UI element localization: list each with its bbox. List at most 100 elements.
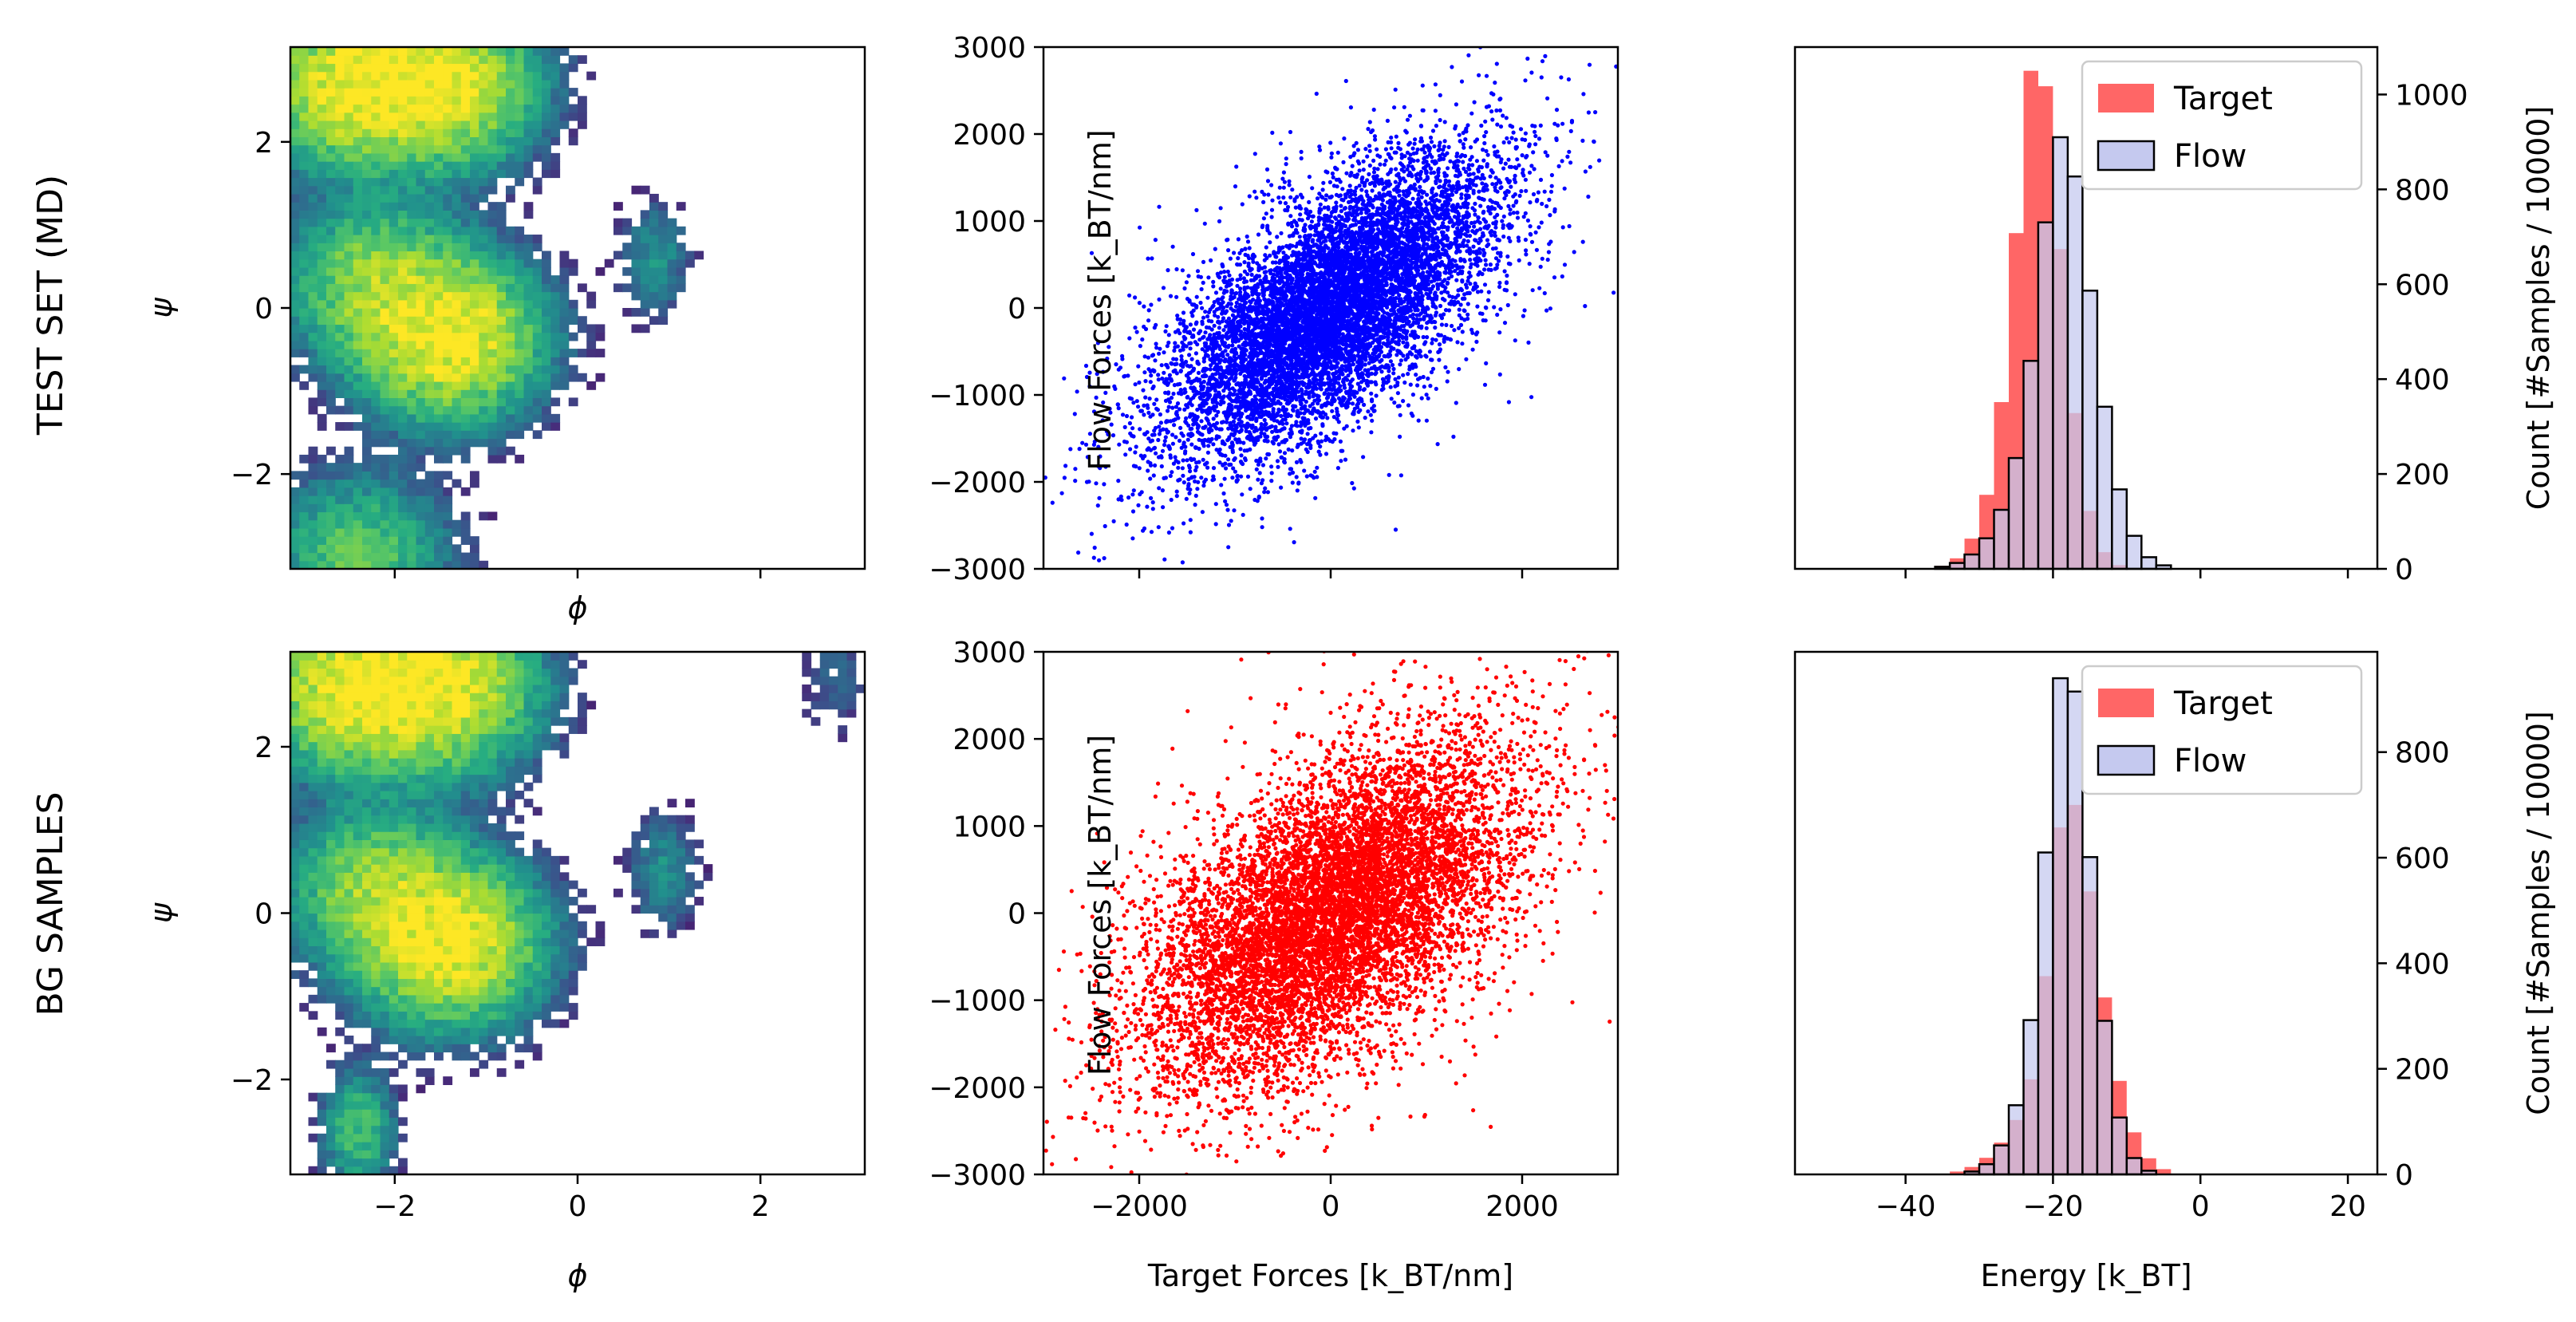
scatter-point	[1413, 353, 1418, 359]
scatter-point	[1288, 413, 1293, 418]
heatmap-cell	[407, 446, 417, 456]
heatmap-cell	[470, 479, 479, 488]
heatmap-cell	[479, 275, 489, 284]
scatter-point	[1395, 353, 1399, 357]
heatmap-cell	[542, 169, 551, 179]
scatter-point	[1513, 192, 1517, 197]
heatmap-cell	[496, 422, 507, 431]
heatmap-cell	[487, 373, 498, 382]
heatmap-cell	[515, 161, 525, 170]
heatmap-cell	[398, 536, 408, 545]
heatmap-cell	[362, 560, 372, 570]
heatmap-cell	[479, 144, 489, 154]
scatter-point	[1197, 337, 1202, 342]
heatmap-cell	[460, 193, 471, 203]
heatmap-cell	[424, 430, 435, 440]
heatmap-cell	[496, 63, 507, 73]
heatmap-cell	[434, 397, 444, 407]
heatmap-cell	[496, 128, 507, 138]
heatmap-cell	[353, 71, 363, 81]
heatmap-cell	[496, 243, 507, 252]
heatmap-cell	[389, 291, 399, 301]
heatmap-cell	[496, 413, 507, 423]
heatmap-cell	[542, 413, 551, 423]
heatmap-cell	[523, 413, 534, 423]
heatmap-cell	[317, 63, 327, 73]
heatmap-cell	[344, 471, 354, 480]
x-axis-label: ϕ	[567, 590, 587, 625]
heatmap-cell	[515, 291, 525, 301]
scatter-point	[1480, 172, 1485, 177]
heatmap-cell	[470, 365, 479, 374]
heatmap-cell	[389, 381, 399, 390]
heatmap-cell	[335, 552, 345, 562]
heatmap-cell	[479, 430, 489, 440]
heatmap-cell	[578, 104, 587, 113]
heatmap-cell	[344, 552, 354, 562]
heatmap-cell	[308, 519, 318, 529]
heatmap-cell	[380, 128, 390, 138]
heatmap-cell	[658, 316, 669, 326]
heatmap-cell	[380, 381, 390, 390]
heatmap-cell	[532, 405, 542, 415]
heatmap-cell	[559, 357, 570, 366]
heatmap-cell	[622, 251, 633, 260]
heatmap-cell	[515, 316, 525, 326]
heatmap-cell	[487, 79, 498, 89]
heatmap-cell	[559, 88, 570, 97]
heatmap-cell	[479, 88, 489, 97]
heatmap-cell	[470, 88, 479, 97]
heatmap-cell	[523, 258, 534, 268]
heatmap-cell	[326, 144, 336, 154]
scatter-point	[1161, 505, 1166, 510]
heatmap-cell	[362, 136, 372, 146]
heatmap-cell	[407, 365, 417, 374]
heatmap-cell	[389, 495, 399, 504]
heatmap-cell	[290, 63, 300, 73]
heatmap-cell	[362, 193, 372, 203]
scatter-point	[1457, 367, 1462, 372]
heatmap-cell	[460, 226, 471, 235]
heatmap-cell	[460, 299, 471, 309]
heatmap-cell	[550, 55, 561, 65]
heatmap-cell	[335, 47, 345, 56]
heatmap-cell	[487, 120, 498, 129]
scatter-point	[1528, 224, 1533, 229]
scatter-point	[1311, 214, 1316, 219]
heatmap-cell	[398, 79, 408, 89]
heatmap-cell	[317, 479, 327, 488]
heatmap-cell	[380, 291, 390, 301]
heatmap-cell	[434, 63, 444, 73]
scatter-point	[1262, 417, 1267, 423]
heatmap-cell	[434, 104, 444, 113]
heatmap-cell	[353, 397, 363, 407]
heatmap-cell	[335, 324, 345, 333]
heatmap-cell	[550, 120, 561, 129]
heatmap-cell	[443, 185, 453, 195]
heatmap-cell	[389, 104, 399, 113]
heatmap-cell	[389, 365, 399, 374]
heatmap-cell	[371, 63, 381, 73]
scatter-point	[1419, 396, 1424, 401]
scatter-point	[1434, 337, 1438, 342]
scatter-point	[1388, 359, 1393, 364]
heatmap-cell	[371, 291, 381, 301]
heatmap-cell	[326, 55, 336, 65]
scatter-point	[1237, 600, 1241, 604]
heatmap-cell	[479, 226, 489, 235]
scatter-point	[1304, 399, 1308, 404]
heatmap-cell	[523, 397, 534, 407]
heatmap-cell	[470, 55, 479, 65]
heatmap-cell	[496, 144, 507, 154]
scatter-point	[1163, 329, 1168, 333]
heatmap-cell	[389, 177, 399, 187]
heatmap-cell	[443, 218, 453, 227]
heatmap-cell	[407, 266, 417, 276]
heatmap-cell	[613, 226, 623, 235]
heatmap-cell	[335, 275, 345, 284]
heatmap-cell	[487, 112, 498, 121]
heatmap-cell	[479, 511, 489, 521]
heatmap-cell	[407, 381, 417, 390]
heatmap-cell	[398, 471, 408, 480]
